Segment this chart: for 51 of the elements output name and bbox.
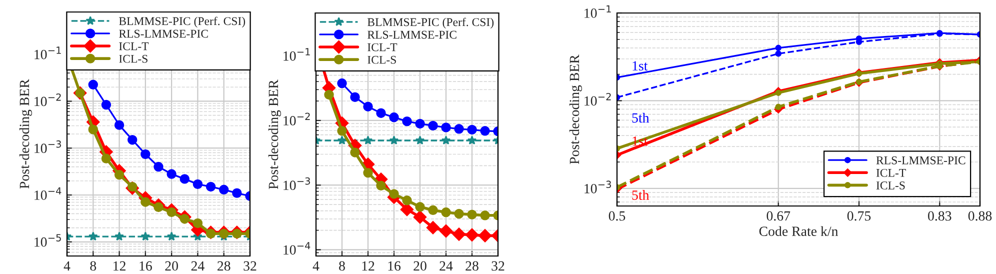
y-axis-title: Post-decoding BER bbox=[569, 54, 582, 164]
legend-label: ICL-S bbox=[368, 56, 396, 64]
x-tick-label: 0.5 bbox=[608, 211, 626, 221]
legend-label: BLMMSE-PIC (Perf. CSI) bbox=[367, 18, 494, 29]
y-tick-label: 10$^{−3}$ bbox=[284, 177, 310, 190]
x-tick-label: 8 bbox=[90, 261, 96, 271]
x-tick-label: 24 bbox=[191, 261, 204, 270]
legend-label: ICL-T bbox=[119, 42, 149, 50]
x-tick-label: 28 bbox=[466, 261, 478, 271]
x-tick-label: 4 bbox=[312, 261, 320, 270]
x-tick-label: 4 bbox=[64, 261, 70, 270]
x-tick-label: 0.67 bbox=[766, 211, 790, 221]
x-tick-label: 12 bbox=[362, 261, 374, 270]
x-tick-label: 24 bbox=[440, 261, 453, 270]
y-tick-label: 10$^{−4}$ bbox=[284, 242, 310, 255]
y-tick-label: 10$^{−2}$ bbox=[584, 92, 611, 106]
legend-label: ICL-T bbox=[368, 43, 398, 52]
legend-label: BLMMSE-PIC (Perf. CSI) bbox=[118, 16, 246, 28]
y-tick-label: 10$^{−3}$ bbox=[584, 180, 611, 194]
y-tick-label: 10$^{−1}$ bbox=[584, 5, 611, 18]
legend-label: ICL-S bbox=[876, 182, 905, 190]
y-axis-title: Post-decoding BER bbox=[268, 80, 281, 190]
x-tick-label: 32 bbox=[492, 261, 504, 271]
x-tick-label: 20 bbox=[414, 261, 426, 271]
legend-label: RLS-LMMSE-PIC bbox=[876, 156, 966, 164]
x-tick-label: 0.88 bbox=[968, 211, 992, 221]
x-tick-label: 0.75 bbox=[847, 211, 871, 221]
legend-label: RLS-LMMSE-PIC bbox=[367, 30, 456, 39]
y-tick-label: 10$^{−2}$ bbox=[284, 112, 310, 126]
x-tick-label: 0.83 bbox=[928, 211, 952, 221]
x-axis-title: Code Rate k/n bbox=[759, 226, 838, 236]
annotation: 5th bbox=[632, 190, 650, 200]
legend-label: RLS-LMMSE-PIC bbox=[118, 30, 208, 38]
x-tick-label: 28 bbox=[218, 261, 230, 271]
x-tick-label: 16 bbox=[388, 261, 401, 271]
y-axis-title: Post-decoding BER bbox=[19, 79, 32, 189]
x-tick-label: 32 bbox=[244, 261, 256, 271]
y-tick-label: 10$^{−2}$ bbox=[34, 94, 61, 106]
annotation: 5th bbox=[632, 112, 650, 123]
y-tick-label: 10$^{−5}$ bbox=[34, 234, 61, 247]
y-tick-label: 10$^{−3}$ bbox=[34, 140, 61, 154]
x-tick-label: 20 bbox=[165, 261, 178, 271]
legend-label: ICL-T bbox=[876, 168, 906, 177]
y-tick-label: 10$^{−1}$ bbox=[284, 48, 310, 61]
x-tick-label: 12 bbox=[114, 261, 126, 270]
x-tick-label: 8 bbox=[339, 261, 345, 271]
y-tick-label: 10$^{−4}$ bbox=[34, 187, 62, 200]
x-tick-label: 16 bbox=[140, 261, 152, 271]
annotation: 1st bbox=[632, 61, 648, 71]
y-tick-label: 10$^{−1}$ bbox=[34, 46, 61, 60]
legend-label: ICL-S bbox=[119, 54, 148, 63]
